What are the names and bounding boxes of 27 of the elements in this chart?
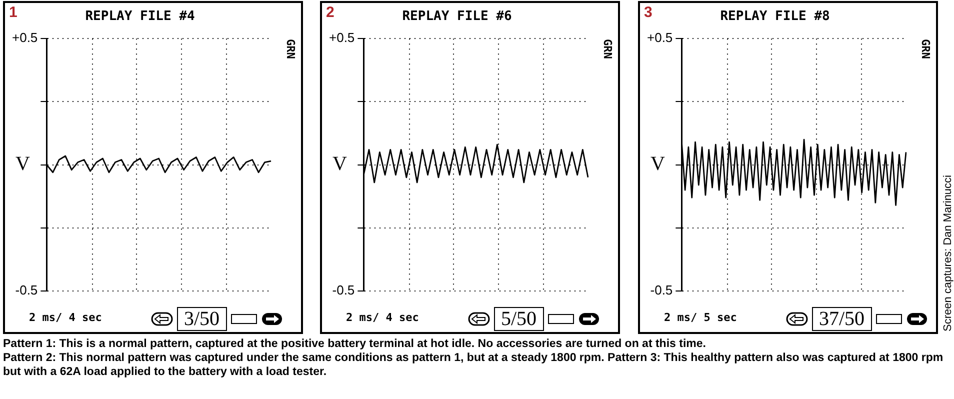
chart-title: REPLAY FILE #8 xyxy=(720,9,830,24)
text: 3/50 xyxy=(177,307,227,331)
text: 2 ms/ 5 sec xyxy=(664,311,737,324)
text: 5/50 xyxy=(494,307,544,331)
y-tick-label: +0.5 xyxy=(12,30,38,46)
chart-title: REPLAY FILE #4 xyxy=(85,9,195,24)
y-tick-label: -0.5 xyxy=(15,282,38,298)
text: GRN xyxy=(601,39,614,59)
y-axis-title: V xyxy=(650,153,666,176)
y-tick-label: -0.5 xyxy=(650,282,673,298)
y-tick-label: -0.5 xyxy=(332,282,355,298)
y-axis-title: V xyxy=(332,153,348,176)
text: Screen captures: Dan Marinucci xyxy=(942,175,954,332)
text: GRN xyxy=(284,39,297,59)
text: Pattern 1: This is a normal pattern, captured at the positive battery terminal at hot idle. No accessories are turned on at this time. xyxy=(3,337,707,351)
chart-title: REPLAY FILE #6 xyxy=(402,9,512,24)
text: Pattern 2: This normal pattern was captured under the same conditions as pattern 1, but at a steady 1800 rpm. Pattern 3: This healthy pattern also was captured at 1800 rpm but with a 62A load applied to the battery with a load tester. xyxy=(3,351,944,379)
text: 3 xyxy=(644,4,652,21)
text: GRN xyxy=(919,39,932,59)
y-tick-label: +0.5 xyxy=(646,30,673,46)
text: 2 ms/ 4 sec xyxy=(346,311,419,324)
text: 1 xyxy=(9,4,18,21)
y-axis-title: V xyxy=(15,153,30,176)
text: 2 xyxy=(326,4,334,21)
text: 2 ms/ 4 sec xyxy=(29,311,102,324)
y-tick-label: +0.5 xyxy=(328,30,355,46)
text: 37/50 xyxy=(812,307,872,331)
